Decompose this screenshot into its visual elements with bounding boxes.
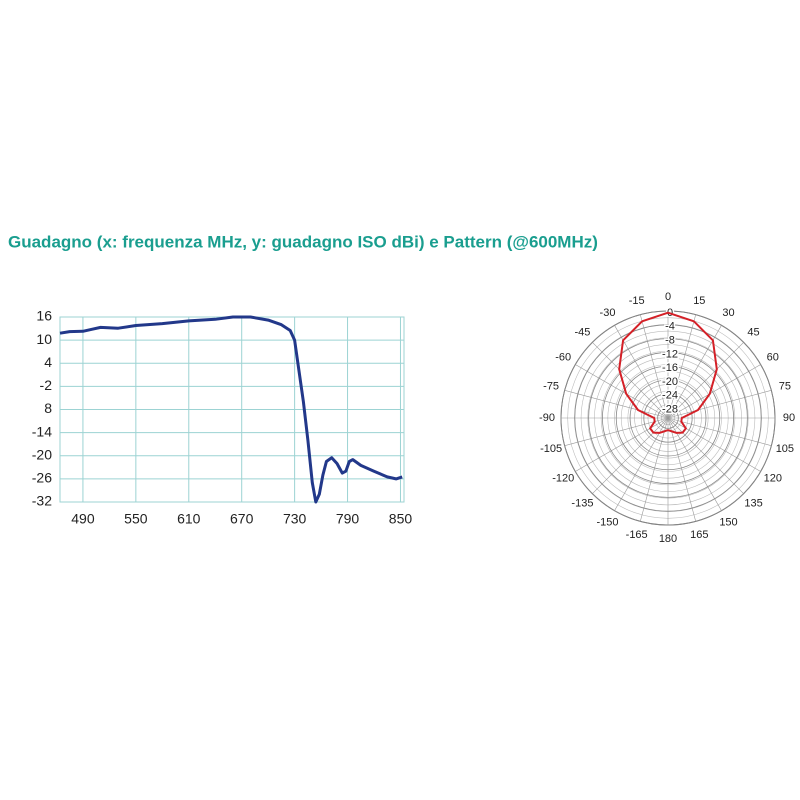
angle-label: 135: [744, 497, 762, 509]
y-tick-label: 16: [36, 308, 52, 324]
radial-grid: [629, 379, 707, 457]
radial-label: -16: [662, 362, 678, 374]
radial-grid: [643, 393, 693, 443]
angle-label: -75: [543, 381, 559, 393]
angle-label: -105: [540, 443, 562, 455]
x-tick-label: 850: [389, 511, 413, 527]
spoke: [564, 390, 669, 419]
radial-label: -20: [662, 376, 678, 388]
spoke: [640, 417, 669, 522]
spoke: [592, 417, 669, 494]
radial-grid: [560, 310, 776, 526]
y-tick-label: -26: [32, 470, 52, 486]
gain-line: [59, 315, 403, 504]
spoke: [564, 417, 669, 446]
spoke: [667, 364, 761, 419]
angle-label: 30: [722, 307, 734, 319]
spoke: [667, 417, 761, 472]
radial-grid: [657, 407, 679, 429]
y-tick-label: 8: [44, 400, 52, 416]
radial-label: -24: [662, 390, 678, 402]
spoke: [640, 314, 669, 419]
angle-label: -90: [539, 412, 555, 424]
angle-label: 120: [764, 472, 782, 484]
radial-label: -8: [665, 335, 675, 347]
radial-label: -4: [665, 321, 675, 333]
angle-label: 90: [783, 412, 795, 424]
x-tick-label: 550: [124, 511, 148, 527]
radial-label: -12: [662, 348, 678, 360]
spoke: [575, 417, 669, 472]
angle-label: 45: [747, 326, 759, 338]
angle-label: 165: [690, 529, 708, 541]
y-tick-label: -20: [32, 446, 52, 462]
y-tick-label: -32: [32, 493, 52, 509]
title: Guadagno (x: frequenza MHz, y: guadagno …: [8, 232, 598, 251]
angle-label: 180: [659, 533, 677, 545]
y-tick-label: 4: [44, 354, 52, 370]
angle-label: -135: [571, 497, 593, 509]
angle-label: -30: [600, 307, 616, 319]
radial-grid: [588, 338, 748, 498]
angle-label: -15: [629, 295, 645, 307]
x-tick-label: 790: [336, 511, 360, 527]
spoke: [667, 417, 696, 522]
spoke: [667, 417, 772, 446]
angle-label: 150: [719, 517, 737, 529]
angle-label: 75: [779, 381, 791, 393]
x-tick-label: 670: [230, 511, 254, 527]
spoke: [667, 390, 772, 419]
angle-label: -45: [574, 326, 590, 338]
spoke: [667, 417, 744, 494]
x-tick-label: 730: [283, 511, 307, 527]
radial-grid: [602, 352, 734, 484]
radial-grid: [615, 365, 721, 471]
radial-label: -28: [662, 404, 678, 416]
radial-grid: [574, 324, 762, 512]
angle-label: 60: [767, 351, 779, 363]
y-tick-label: 10: [36, 331, 52, 347]
spoke: [667, 314, 696, 419]
spoke: [575, 364, 669, 419]
x-tick-label: 610: [177, 511, 201, 527]
angle-label: -165: [626, 529, 648, 541]
angle-label: 0: [665, 291, 671, 303]
pattern-line: [618, 311, 718, 434]
angle-label: -60: [555, 351, 571, 363]
angle-label: 15: [693, 295, 705, 307]
x-tick-label: 490: [71, 511, 95, 527]
angle-label: -120: [552, 472, 574, 484]
y-tick-label: -14: [32, 423, 52, 439]
angle-label: 105: [776, 443, 794, 455]
angle-label: -150: [596, 517, 618, 529]
spoke: [667, 342, 744, 419]
spoke: [592, 342, 669, 419]
y-tick-label: -2: [40, 377, 53, 393]
